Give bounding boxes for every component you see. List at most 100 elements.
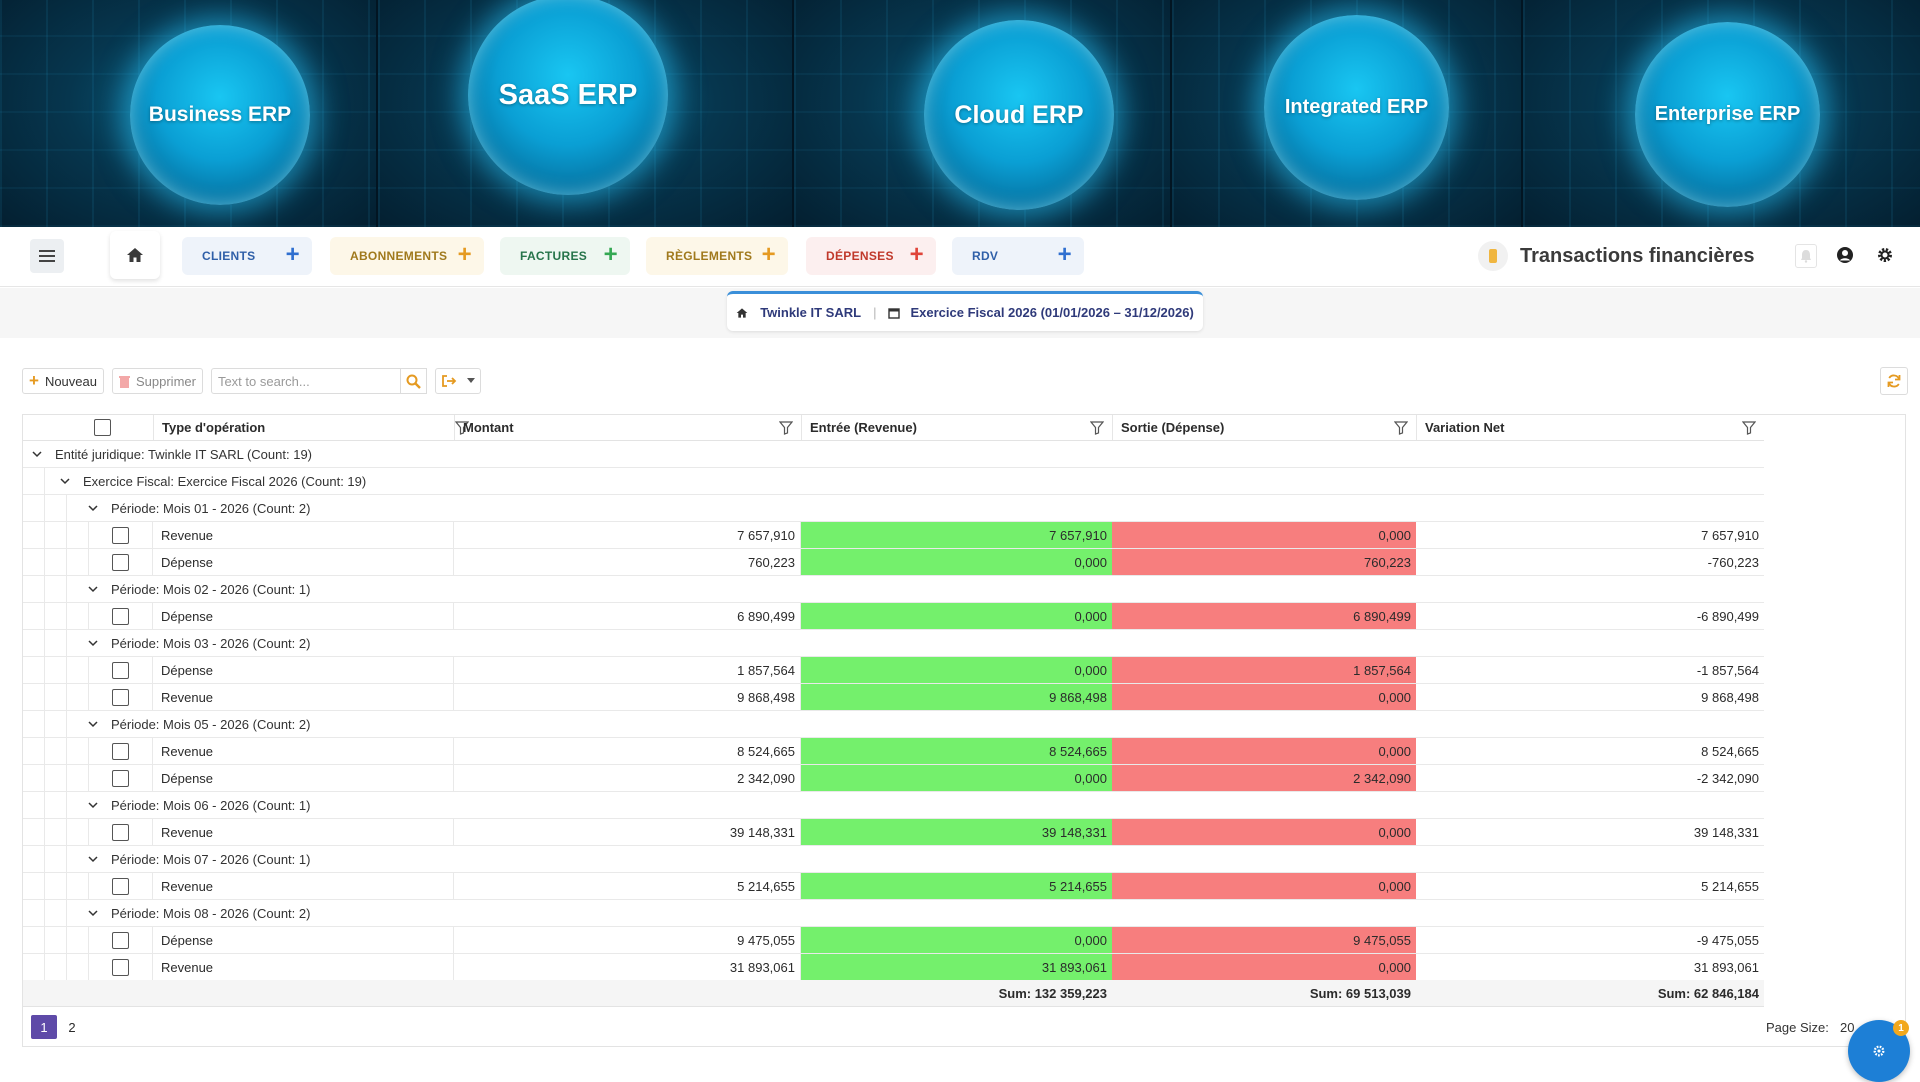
home-icon[interactable] bbox=[110, 231, 160, 279]
column-header-sortie[interactable]: Sortie (Dépense) bbox=[1112, 415, 1416, 440]
row-checkbox[interactable] bbox=[112, 688, 129, 706]
group-toggle[interactable]: Période: Mois 05 - 2026 (Count: 2) bbox=[87, 711, 310, 737]
home-icon bbox=[736, 307, 748, 318]
group-row-period[interactable]: Période: Mois 07 - 2026 (Count: 1) bbox=[23, 846, 1764, 873]
table-row[interactable]: Revenue 9 868,498 9 868,498 0,000 9 868,498 bbox=[23, 684, 1764, 711]
search-icon[interactable] bbox=[400, 368, 427, 394]
row-checkbox[interactable] bbox=[112, 877, 129, 895]
tab-depenses[interactable]: DÉPENSES + bbox=[806, 237, 936, 275]
row-checkbox[interactable] bbox=[112, 553, 129, 571]
cell-sortie: 0,000 bbox=[1112, 738, 1416, 764]
cell-net: -760,223 bbox=[1707, 554, 1759, 570]
add-client-button[interactable]: + bbox=[285, 241, 300, 268]
refresh-icon[interactable] bbox=[1880, 367, 1908, 395]
select-all-checkbox[interactable] bbox=[94, 419, 111, 436]
export-menu-button[interactable] bbox=[434, 368, 481, 394]
filter-icon[interactable] bbox=[779, 421, 793, 435]
page-size-select[interactable]: 20 bbox=[1840, 1020, 1855, 1035]
page-header: Transactions financières bbox=[1478, 241, 1755, 271]
row-checkbox[interactable] bbox=[112, 661, 129, 679]
table-row[interactable]: Revenue 8 524,665 8 524,665 0,000 8 524,665 bbox=[23, 738, 1764, 765]
group-toggle[interactable]: Période: Mois 06 - 2026 (Count: 1) bbox=[87, 792, 310, 818]
filter-icon[interactable] bbox=[1394, 421, 1408, 435]
hamburger-menu-icon[interactable] bbox=[30, 239, 64, 273]
banner-panel-business: Business ERP bbox=[0, 0, 376, 227]
group-row-period[interactable]: Période: Mois 01 - 2026 (Count: 2) bbox=[23, 495, 1764, 522]
row-checkbox[interactable] bbox=[112, 526, 129, 544]
group-toggle[interactable]: Période: Mois 07 - 2026 (Count: 1) bbox=[87, 846, 310, 872]
filter-icon[interactable] bbox=[1742, 421, 1756, 435]
group-toggle[interactable]: Période: Mois 08 - 2026 (Count: 2) bbox=[87, 900, 310, 926]
cell-entree: 39 148,331 bbox=[801, 819, 1112, 845]
add-reglement-button[interactable]: + bbox=[761, 241, 776, 268]
tab-factures[interactable]: FACTURES + bbox=[500, 237, 630, 275]
table-row[interactable]: Revenue 31 893,061 31 893,061 0,000 31 893,0… bbox=[23, 954, 1764, 981]
tab-label: CLIENTS bbox=[202, 249, 256, 263]
table-row[interactable]: Revenue 7 657,910 7 657,910 0,000 7 657,910 bbox=[23, 522, 1764, 549]
group-toggle[interactable]: Entité juridique: Twinkle IT SARL (Count… bbox=[31, 441, 312, 467]
group-toggle[interactable]: Exercice Fiscal: Exercice Fiscal 2026 (C… bbox=[59, 468, 366, 494]
group-row-period[interactable]: Période: Mois 06 - 2026 (Count: 1) bbox=[23, 792, 1764, 819]
new-button[interactable]: + Nouveau bbox=[22, 368, 104, 394]
indent bbox=[67, 927, 89, 953]
column-header-net[interactable]: Variation Net bbox=[1416, 415, 1764, 440]
group-row-entity[interactable]: Entité juridique: Twinkle IT SARL (Count… bbox=[23, 441, 1764, 468]
page-size-label: Page Size: bbox=[1766, 1020, 1829, 1035]
new-button-label: Nouveau bbox=[44, 373, 97, 389]
group-row-period[interactable]: Période: Mois 03 - 2026 (Count: 2) bbox=[23, 630, 1764, 657]
page-1-button[interactable]: 1 bbox=[31, 1015, 57, 1039]
table-row[interactable]: Dépense 2 342,090 0,000 2 342,090 -2 342,090 bbox=[23, 765, 1764, 792]
delete-button[interactable]: Supprimer bbox=[111, 368, 203, 394]
bell-icon[interactable] bbox=[1795, 244, 1817, 268]
tab-rdv[interactable]: RDV + bbox=[952, 237, 1084, 275]
page-2-button[interactable]: 2 bbox=[68, 1019, 76, 1035]
group-row-fiscal[interactable]: Exercice Fiscal: Exercice Fiscal 2026 (C… bbox=[23, 468, 1764, 495]
table-row[interactable]: Dépense 6 890,499 0,000 6 890,499 -6 890,499 bbox=[23, 603, 1764, 630]
table-row[interactable]: Revenue 5 214,655 5 214,655 0,000 5 214,655 bbox=[23, 873, 1764, 900]
fiscal-year[interactable]: Exercice Fiscal 2026 (01/01/2026 – 31/12… bbox=[910, 305, 1194, 320]
column-header-montant[interactable]: Montant bbox=[454, 415, 801, 440]
column-header-type[interactable]: Type d'opération bbox=[153, 415, 477, 440]
table-row[interactable]: Dépense 9 475,055 0,000 9 475,055 -9 475,055 bbox=[23, 927, 1764, 954]
table-row[interactable]: Revenue 39 148,331 39 148,331 0,000 39 148,3… bbox=[23, 819, 1764, 846]
group-row-period[interactable]: Période: Mois 05 - 2026 (Count: 2) bbox=[23, 711, 1764, 738]
cell-type: Dépense bbox=[153, 765, 454, 791]
row-checkbox[interactable] bbox=[112, 607, 129, 625]
filter-icon[interactable] bbox=[1090, 421, 1104, 435]
indent bbox=[67, 684, 89, 710]
row-select-cell bbox=[89, 954, 153, 980]
group-toggle[interactable]: Période: Mois 02 - 2026 (Count: 1) bbox=[87, 576, 310, 602]
row-checkbox[interactable] bbox=[112, 769, 129, 787]
group-row-period[interactable]: Période: Mois 02 - 2026 (Count: 1) bbox=[23, 576, 1764, 603]
summary-row: Sum: 132 359,223 Sum: 69 513,039 Sum: 62… bbox=[23, 980, 1764, 1007]
group-toggle[interactable]: Période: Mois 03 - 2026 (Count: 2) bbox=[87, 630, 310, 656]
indent bbox=[23, 954, 45, 980]
row-checkbox[interactable] bbox=[112, 823, 129, 841]
row-checkbox[interactable] bbox=[112, 742, 129, 760]
pager: 1 2 bbox=[31, 1015, 87, 1039]
group-toggle[interactable]: Période: Mois 01 - 2026 (Count: 2) bbox=[87, 495, 310, 521]
table-row[interactable]: Dépense 1 857,564 0,000 1 857,564 -1 857,564 bbox=[23, 657, 1764, 684]
tab-clients[interactable]: CLIENTS + bbox=[182, 237, 312, 275]
add-depense-button[interactable]: + bbox=[909, 241, 924, 268]
row-checkbox[interactable] bbox=[112, 931, 129, 949]
column-header-entree[interactable]: Entrée (Revenue) bbox=[801, 415, 1112, 440]
tab-reglements[interactable]: RÈGLEMENTS + bbox=[646, 237, 788, 275]
row-checkbox[interactable] bbox=[112, 958, 129, 976]
indent bbox=[67, 549, 89, 575]
user-icon[interactable] bbox=[1834, 244, 1856, 266]
group-row-period[interactable]: Période: Mois 08 - 2026 (Count: 2) bbox=[23, 900, 1764, 927]
cell-type: Revenue bbox=[153, 954, 454, 980]
sum-net: Sum: 62 846,184 bbox=[1657, 985, 1759, 1001]
cell-net: 31 893,061 bbox=[1693, 959, 1759, 975]
add-facture-button[interactable]: + bbox=[603, 241, 618, 268]
gear-icon[interactable] bbox=[1874, 244, 1896, 266]
tab-abonnements[interactable]: ABONNEMENTS + bbox=[330, 237, 484, 275]
company-name[interactable]: Twinkle IT SARL bbox=[760, 305, 862, 320]
search-input[interactable] bbox=[210, 368, 401, 394]
cell-entree: 5 214,655 bbox=[801, 873, 1112, 899]
filter-icon[interactable] bbox=[455, 421, 469, 435]
add-abonnement-button[interactable]: + bbox=[457, 241, 472, 268]
add-rdv-button[interactable]: + bbox=[1057, 241, 1072, 268]
table-row[interactable]: Dépense 760,223 0,000 760,223 -760,223 bbox=[23, 549, 1764, 576]
